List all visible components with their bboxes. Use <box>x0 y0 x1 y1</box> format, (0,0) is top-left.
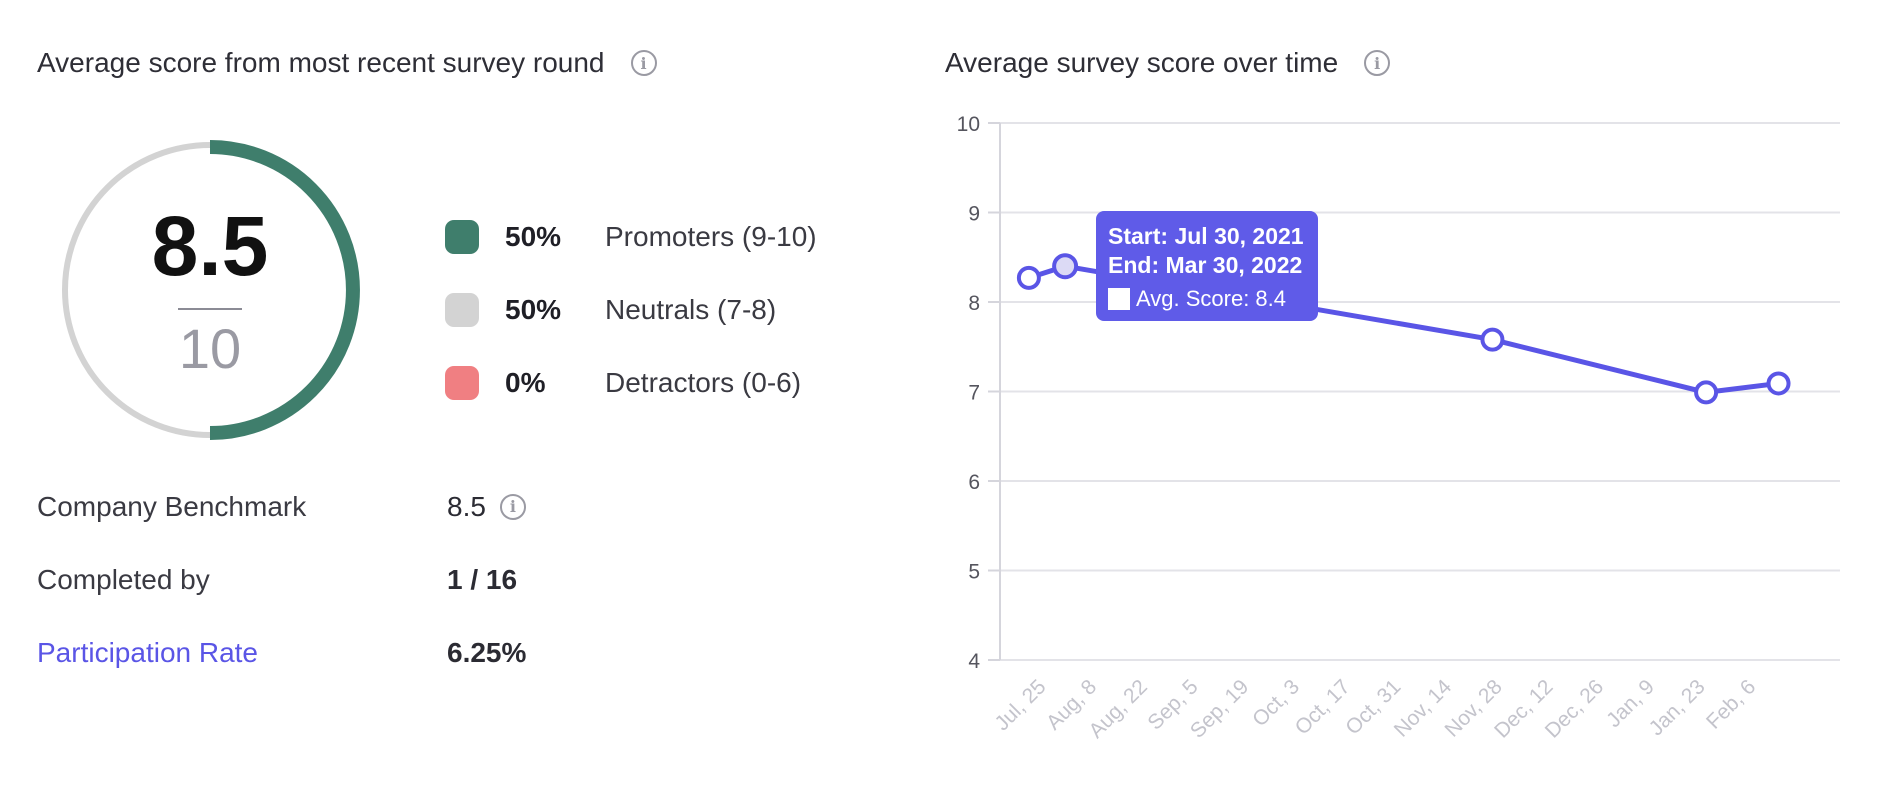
y-tick-label: 6 <box>968 471 980 494</box>
score-over-time-title-text: Average survey score over time <box>945 47 1339 78</box>
y-tick-label: 4 <box>968 650 980 673</box>
stat-completed-by: Completed by 1 / 16 <box>37 543 526 616</box>
legend-item-neutrals: 50% Neutrals (7-8) <box>445 273 817 346</box>
data-point <box>1694 380 1719 405</box>
neutrals-swatch <box>445 292 479 327</box>
legend-pct: 0% <box>505 366 546 398</box>
legend-pct: 50% <box>505 220 562 252</box>
gauge-score: 8.5 <box>151 199 269 293</box>
gauge-ring <box>62 140 360 440</box>
stat-label: Company Benchmark <box>37 490 307 522</box>
y-tick-label: 5 <box>968 561 980 584</box>
y-tick-label: 7 <box>968 382 980 405</box>
legend-label: Promoters (9-10) <box>605 220 817 252</box>
tooltip-end: End: Mar 30, 2022 <box>1108 252 1303 278</box>
score-gauge: 8.5 10 <box>60 140 360 440</box>
x-tick-label: Feb, 6 <box>1702 675 1760 733</box>
y-tick-label: 9 <box>968 203 980 226</box>
stat-value: 8.5 <box>447 490 486 522</box>
stat-participation-rate: Participation Rate 6.25% <box>37 616 526 689</box>
info-icon[interactable]: i <box>1364 50 1391 76</box>
tooltip-score-row: Avg. Score: 8.4 <box>1108 286 1306 312</box>
promoters-swatch <box>445 219 479 254</box>
score-legend: 50% Promoters (9-10) 50% Neutrals (7-8) … <box>445 200 817 419</box>
data-point <box>1480 327 1505 352</box>
legend-item-promoters: 50% Promoters (9-10) <box>445 200 817 273</box>
score-over-time-title: Average survey score over time i <box>945 47 1391 79</box>
detractors-swatch <box>445 365 479 400</box>
highlighted-data-point <box>1052 253 1079 280</box>
stat-value-wrap: 8.5 i <box>447 491 526 523</box>
chart-tooltip: Start: Jul 30, 2021 End: Mar 30, 2022 Av… <box>1096 211 1318 321</box>
x-tick-label: Jan, 23 <box>1645 675 1710 740</box>
stat-label: Completed by <box>37 563 210 595</box>
legend-item-detractors: 0% Detractors (0-6) <box>445 346 817 419</box>
stat-value: 6.25% <box>447 636 527 668</box>
stat-value: 1 / 16 <box>447 563 518 595</box>
data-point <box>1766 371 1791 396</box>
survey-stats: Company Benchmark 8.5 i Completed by 1 /… <box>37 470 526 689</box>
legend-pct: 50% <box>505 293 562 325</box>
data-point <box>1016 265 1041 290</box>
participation-rate-link[interactable]: Participation Rate <box>37 636 259 668</box>
x-tick-label: Oct, 17 <box>1291 675 1355 739</box>
stat-company-benchmark: Company Benchmark 8.5 i <box>37 470 526 543</box>
survey-score-title-text: Average score from most recent survey ro… <box>37 47 605 78</box>
gauge-divider <box>178 308 242 310</box>
x-tick-label: Jul, 25 <box>991 675 1051 735</box>
y-tick-label: 8 <box>968 292 980 315</box>
legend-label: Neutrals (7-8) <box>605 293 777 325</box>
y-tick-label: 10 <box>957 113 980 136</box>
tooltip-start: Start: Jul 30, 2021 <box>1108 223 1304 249</box>
info-icon[interactable]: i <box>630 50 657 76</box>
gauge-max: 10 <box>178 317 242 380</box>
survey-score-title: Average score from most recent survey ro… <box>37 47 657 79</box>
gauge-fill-arc <box>209 140 360 440</box>
info-icon[interactable]: i <box>499 493 526 520</box>
legend-label: Detractors (0-6) <box>605 366 802 398</box>
tooltip-score: Avg. Score: 8.4 <box>1136 286 1287 311</box>
tooltip-color-box <box>1108 288 1130 310</box>
